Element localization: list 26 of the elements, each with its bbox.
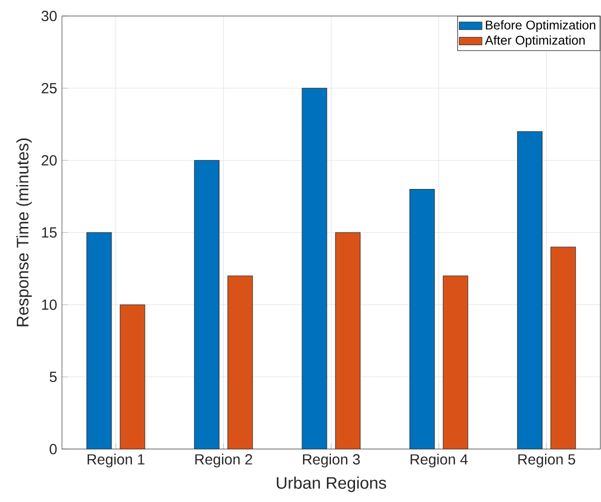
x-tick-label: Region 5 [518,454,576,468]
bar [120,304,146,449]
bar [442,275,468,449]
legend-label: After Optimization [484,35,585,48]
y-tick-label: 15 [42,227,57,238]
bar [194,160,220,449]
bar [409,188,435,449]
x-tick-label: Region 4 [410,454,468,468]
bar [550,246,576,449]
x-tick-label: Region 1 [88,454,144,468]
legend-label: Before Optimization [486,20,596,32]
y-tick-label: 5 [50,372,57,382]
y-tick-label: 20 [42,154,57,166]
x-tick-label: Region 3 [303,454,360,468]
x-tick-label: Region 2 [195,454,252,468]
y-tick-label: 25 [42,82,57,94]
y-tick-label: 0 [50,444,57,454]
y-tick-label: 30 [42,10,57,21]
bar [86,232,112,449]
y-axis-title: Response Time (minutes) [16,138,32,326]
x-axis-title: Urban Regions [276,476,386,492]
bar [335,232,360,449]
bar [517,131,542,449]
bar [228,275,253,449]
y-tick-label: 10 [42,299,57,310]
bar [302,88,328,449]
